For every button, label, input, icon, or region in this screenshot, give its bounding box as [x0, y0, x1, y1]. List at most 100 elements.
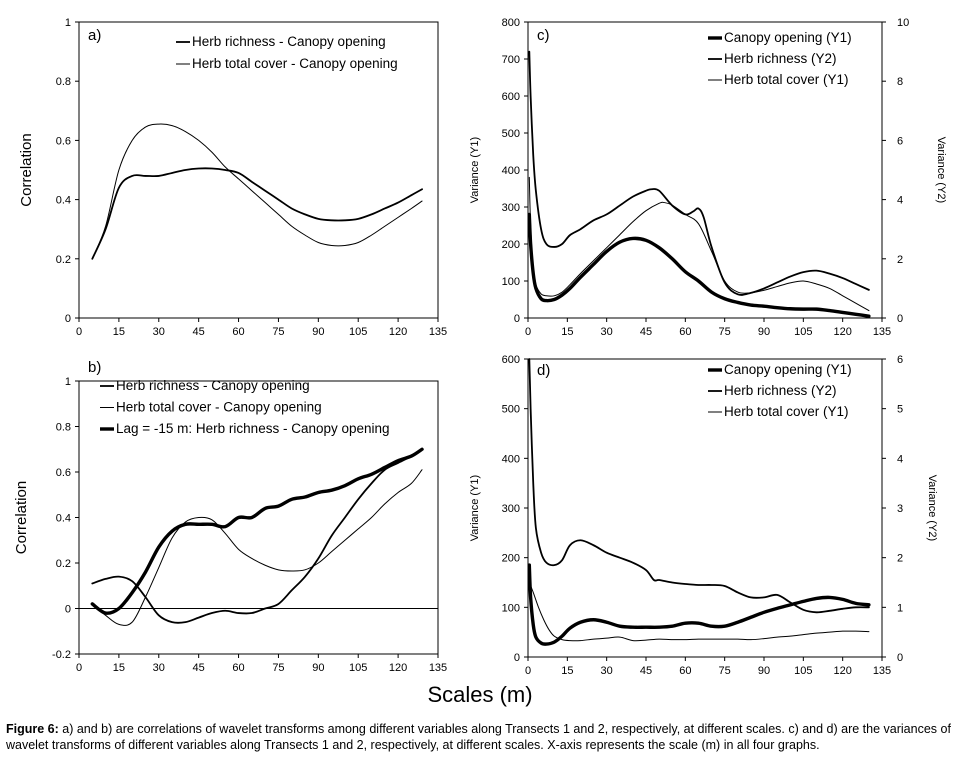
chart-panel-b: 0 15 30 45 60 75 90 105 120 135 -0.2 0 0.2 0.4 0.6 0.8 1…	[13, 359, 447, 674]
x-tick-label: 105	[349, 326, 367, 338]
y2-tick-label: 8	[897, 76, 903, 88]
x-tick-label: 45	[640, 326, 652, 338]
y2-tick-label: 6	[897, 354, 903, 366]
panel-label: b)	[88, 359, 101, 376]
y2-axis-label: Variance (Y2)	[935, 137, 947, 203]
y2-tick-label: 5	[897, 404, 903, 416]
y-tick-label: 700	[502, 54, 520, 66]
y2-tick-label: 2	[897, 553, 903, 565]
legend-label: Herb richness - Canopy opening	[192, 34, 386, 49]
series-line	[90, 447, 424, 615]
x-tick-label: 45	[193, 326, 205, 338]
y-tick-label: 0.2	[56, 558, 71, 570]
panel-label: d)	[537, 362, 550, 379]
legend-label: Herb total cover (Y1)	[724, 72, 849, 87]
caption-label: Figure 6:	[6, 722, 59, 736]
series-line	[91, 469, 423, 626]
y2-tick-label: 3	[897, 503, 903, 515]
x-tick-label: 135	[429, 326, 447, 338]
y-tick-label: 0.4	[56, 195, 71, 207]
y-tick-label: 0	[65, 313, 71, 325]
y-tick-label: 0.8	[56, 422, 71, 434]
x-tick-label: 105	[794, 326, 812, 338]
y-axis-label: Variance (Y1)	[469, 137, 481, 203]
x-tick-label: 15	[113, 662, 125, 674]
y-tick-label: -0.2	[52, 649, 71, 661]
x-tick-label: 45	[640, 665, 652, 677]
shared-x-axis-label: Scales (m)	[427, 682, 532, 707]
legend-label: Lag = -15 m: Herb richness - Canopy open…	[116, 421, 390, 436]
x-tick-label: 120	[833, 665, 851, 677]
x-tick-label: 0	[525, 665, 531, 677]
series-line	[528, 582, 870, 642]
series-line	[527, 563, 871, 646]
y-tick-label: 0.6	[56, 467, 71, 479]
x-tick-label: 30	[153, 326, 165, 338]
x-tick-label: 15	[561, 665, 573, 677]
y2-tick-label: 10	[897, 17, 909, 29]
y2-tick-label: 0	[897, 652, 903, 664]
y-tick-label: 600	[502, 91, 520, 103]
x-tick-label: 0	[525, 326, 531, 338]
series-line	[527, 212, 871, 318]
y-tick-label: 0.4	[56, 513, 71, 525]
x-tick-label: 15	[561, 326, 573, 338]
series-line	[91, 123, 423, 260]
plot-frame	[78, 21, 439, 319]
x-tick-label: 135	[873, 326, 891, 338]
legend-label: Herb total cover (Y1)	[724, 404, 849, 419]
legend-label: Herb richness - Canopy opening	[116, 378, 310, 393]
x-tick-label: 105	[794, 665, 812, 677]
x-tick-label: 75	[272, 662, 284, 674]
x-tick-label: 0	[76, 662, 82, 674]
x-tick-label: 135	[873, 665, 891, 677]
y-tick-label: 0	[514, 652, 520, 664]
y-axis-label: Correlation	[13, 481, 30, 554]
series-line	[91, 448, 423, 624]
x-tick-label: 60	[232, 662, 244, 674]
y-tick-label: 200	[502, 553, 520, 565]
y-tick-label: 600	[502, 354, 520, 366]
x-tick-label: 120	[833, 326, 851, 338]
y-tick-label: 100	[502, 602, 520, 614]
chart-panel-a: 0 15 30 45 60 75 90 105 120 135 0 0.2 0.4 0.6 0.8 1 Corr…	[18, 17, 447, 338]
chart-panel-c: 0 15 30 45 60 75 90 105 120 135010020030040050060…	[469, 17, 947, 338]
x-tick-label: 90	[312, 662, 324, 674]
x-tick-label: 45	[193, 662, 205, 674]
x-tick-label: 90	[758, 326, 770, 338]
legend-label: Canopy opening (Y1)	[724, 362, 852, 377]
y-axis-label: Correlation	[18, 133, 35, 206]
y-tick-label: 1	[65, 376, 71, 388]
x-tick-label: 15	[113, 326, 125, 338]
x-tick-label: 60	[232, 326, 244, 338]
y-tick-label: 0.8	[56, 76, 71, 88]
x-tick-label: 0	[76, 326, 82, 338]
x-tick-label: 75	[272, 326, 284, 338]
legend-label: Herb richness (Y2)	[724, 383, 837, 398]
legend-label: Herb richness (Y2)	[724, 51, 837, 66]
y-tick-label: 400	[502, 165, 520, 177]
x-tick-label: 60	[679, 326, 691, 338]
y-tick-label: 500	[502, 128, 520, 140]
y-tick-label: 0.2	[56, 254, 71, 266]
x-tick-label: 120	[389, 662, 407, 674]
legend-label: Herb total cover - Canopy opening	[116, 400, 322, 415]
y-tick-label: 300	[502, 202, 520, 214]
y-tick-label: 300	[502, 503, 520, 515]
y-tick-label: 0	[65, 604, 71, 616]
x-tick-label: 75	[719, 665, 731, 677]
x-tick-label: 105	[349, 662, 367, 674]
y2-tick-label: 4	[897, 453, 903, 465]
y-tick-label: 800	[502, 17, 520, 29]
x-tick-label: 60	[679, 665, 691, 677]
x-tick-label: 30	[601, 665, 613, 677]
y2-tick-label: 6	[897, 135, 903, 147]
series-line	[528, 176, 870, 312]
x-tick-label: 90	[758, 665, 770, 677]
y-tick-label: 1	[65, 17, 71, 29]
x-tick-label: 75	[719, 326, 731, 338]
series-line	[528, 358, 870, 614]
panel-label: c)	[537, 27, 550, 44]
y-tick-label: 200	[502, 239, 520, 251]
legend-label: Canopy opening (Y1)	[724, 30, 852, 45]
